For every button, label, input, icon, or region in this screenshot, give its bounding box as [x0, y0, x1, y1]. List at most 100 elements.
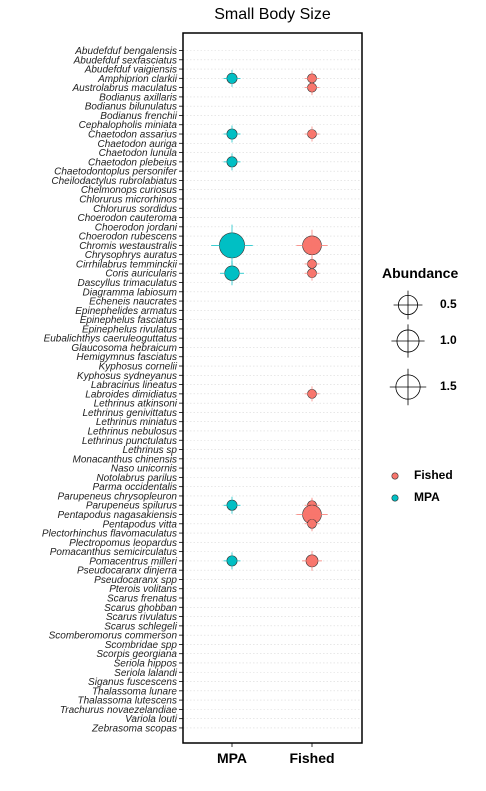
- ytick-label-cirrhilabrus-temminckii: Cirrhilabrus temminckii: [76, 259, 178, 270]
- ytick-label-abudefduf-sexfasciatus: Abudefduf sexfasciatus: [73, 55, 177, 66]
- size-legend-label-0: 0.5: [440, 297, 457, 311]
- ytick-label-scarus-schlegeli: Scarus schlegeli: [104, 621, 178, 632]
- ytick-label-choerodon-jordani: Choerodon jordani: [95, 222, 178, 233]
- ytick-label-echeneis-naucrates: Echeneis naucrates: [89, 297, 177, 308]
- size-legend-title: Abundance: [382, 265, 459, 281]
- point-fished-coris-auricularis: [304, 265, 320, 281]
- ytick-label-scomberomorus-commerson: Scomberomorus commerson: [49, 631, 178, 642]
- color-legend: [391, 472, 399, 502]
- point-fished-austrolabrus-maculatus: [304, 80, 320, 96]
- ytick-label-zebrasoma-scopas: Zebrasoma scopas: [91, 723, 177, 734]
- size-legend: [389, 290, 427, 406]
- ytick-label-trachurus-novaezelandiae: Trachurus novaezelandiae: [60, 705, 178, 716]
- ytick-label-seriola-hippos: Seriola hippos: [114, 658, 177, 669]
- ytick-label-choerodon-rubescens: Choerodon rubescens: [79, 232, 177, 243]
- marks-layer: [211, 69, 328, 571]
- ytick-label-chlorurus-microrhinos: Chlorurus microrhinos: [79, 194, 177, 205]
- point-fished-amphiprion-clarkii: [304, 70, 320, 86]
- ytick-label-amphiprion-clarkii: Amphiprion clarkii: [97, 74, 178, 85]
- point-fished-pentapodus-nagasakiensis: [296, 498, 328, 531]
- ytick-label-thalassoma-lunare: Thalassoma lunare: [92, 686, 177, 697]
- point-mpa-amphiprion-clarkii: [223, 69, 241, 87]
- ytick-label-plectropomus-leopardus: Plectropomus leopardus: [69, 538, 177, 549]
- ytick-label-epinephelus-fasciatus: Epinephelus fasciatus: [80, 315, 177, 326]
- ytick-label-hemigymnus-fasciatus: Hemigymnus fasciatus: [76, 352, 177, 363]
- ytick-label-pentapodus-vitta: Pentapodus vitta: [103, 519, 178, 530]
- ytick-label-scombridae-spp: Scombridae spp: [105, 640, 178, 651]
- ytick-label-lethrinus-nebulosus: Lethrinus nebulosus: [87, 426, 177, 437]
- ytick-label-scarus-ghobban: Scarus ghobban: [104, 603, 177, 614]
- ytick-label-chaetodon-assarius: Chaetodon assarius: [88, 130, 177, 141]
- color-legend-key-fished: [391, 472, 399, 480]
- ytick-label-chrysophrys-auratus: Chrysophrys auratus: [85, 250, 177, 261]
- panel-border: [182, 32, 363, 744]
- ytick-label-scarus-rivulatus: Scarus rivulatus: [106, 612, 177, 623]
- size-legend-label-1: 1.0: [440, 333, 457, 347]
- point-mpa-chromis-westaustralis: [211, 224, 253, 267]
- ytick-label-seriola-lalandi: Seriola lalandi: [114, 668, 178, 679]
- ytick-label-kyphosus-sydneyanus: Kyphosus sydneyanus: [77, 371, 177, 382]
- grid-layer: [183, 50, 362, 729]
- color-legend-label-fished: Fished: [414, 468, 453, 482]
- ytick-label-pentapodus-nagasakiensis: Pentapodus nagasakiensis: [57, 510, 177, 521]
- ytick-label-pseudocaranx-spp: Pseudocaranx spp: [94, 575, 177, 586]
- xtick-label-fished: Fished: [289, 750, 334, 766]
- ytick-label-pomacentrus-milleri: Pomacentrus milleri: [89, 556, 178, 567]
- ytick-label-scarus-frenatus: Scarus frenatus: [107, 594, 177, 605]
- size-legend-key-0: [393, 290, 423, 320]
- ytick-label-bodianus-axillaris: Bodianus axillaris: [99, 92, 177, 103]
- size-legend-label-2: 1.5: [440, 379, 457, 393]
- color-legend-key-mpa: [391, 494, 399, 502]
- point-fished-chaetodon-assarius: [304, 126, 320, 142]
- ytick-label-coris-auricularis: Coris auricularis: [105, 269, 177, 280]
- ytick-label-bodianus-bilunulatus: Bodianus bilunulatus: [85, 102, 177, 113]
- ytick-label-chaetodon-auriga: Chaetodon auriga: [97, 139, 177, 150]
- ytick-label-pseudocaranx-dinjerra: Pseudocaranx dinjerra: [77, 566, 177, 577]
- ytick-label-austrolabrus-maculatus: Austrolabrus maculatus: [72, 83, 178, 94]
- point-mpa-chaetodon-assarius: [223, 125, 241, 143]
- ytick-label-parma-occidentalis: Parma occidentalis: [93, 482, 177, 493]
- ytick-label-lethrinus-sp: Lethrinus sp: [123, 445, 178, 456]
- ytick-label-chromis-westaustralis: Chromis westaustralis: [79, 241, 177, 252]
- ytick-label-lethrinus-punctulatus: Lethrinus punctulatus: [82, 436, 177, 447]
- xtick-label-mpa: MPA: [217, 750, 247, 766]
- ytick-label-variola-louti: Variola louti: [125, 714, 178, 725]
- ytick-label-cheilodactylus-rubrolabiatus: Cheilodactylus rubrolabiatus: [51, 176, 177, 187]
- ytick-label-dascyllus-trimaculatus: Dascyllus trimaculatus: [78, 278, 177, 289]
- ytick-label-pterois-volitans: Pterois volitans: [109, 584, 177, 595]
- ytick-label-labroides-dimidiatus: Labroides dimidiatus: [85, 389, 177, 400]
- point-fished-pomacentrus-milleri: [302, 550, 322, 571]
- ytick-label-epinephelus-rivulatus: Epinephelus rivulatus: [82, 324, 177, 335]
- size-legend-key-2: [389, 368, 427, 406]
- ytick-label-notolabrus-parilus: Notolabrus parilus: [96, 473, 177, 484]
- ytick-label-lethrinus-genivittatus: Lethrinus genivittatus: [82, 408, 177, 419]
- ytick-label-scorpis-georgiana: Scorpis georgiana: [96, 649, 177, 660]
- ytick-label-chaetodontoplus-personifer: Chaetodontoplus personifer: [54, 167, 178, 178]
- point-mpa-coris-auricularis: [219, 261, 245, 286]
- point-fished-pentapodus-vitta: [304, 516, 320, 532]
- ytick-label-eubalichthys-caeruleoguttatus: Eubalichthys caeruleoguttatus: [44, 334, 177, 345]
- ytick-label-monacanthus-chinensis: Monacanthus chinensis: [72, 454, 177, 465]
- point-fished-chromis-westaustralis: [296, 229, 328, 261]
- ytick-label-lethrinus-atkinsoni: Lethrinus atkinsoni: [94, 399, 178, 410]
- ytick-label-thalassoma-lutescens: Thalassoma lutescens: [78, 696, 178, 707]
- ytick-label-siganus-fuscescens: Siganus fuscescens: [88, 677, 177, 688]
- ytick-label-kyphosus-cornelii: Kyphosus cornelii: [99, 362, 178, 373]
- ytick-label-glaucosoma-hebraicum: Glaucosoma hebraicum: [71, 343, 177, 354]
- chart-title: Small Body Size: [214, 6, 331, 23]
- ytick-label-chlorurus-sordidus: Chlorurus sordidus: [93, 204, 177, 215]
- ytick-label-chaetodon-plebeius: Chaetodon plebeius: [88, 157, 177, 168]
- ytick-label-chelmonops-curiosus: Chelmonops curiosus: [81, 185, 177, 196]
- ytick-label-choerodon-cauteroma: Choerodon cauteroma: [77, 213, 177, 224]
- ytick-label-diagramma-labiosum: Diagramma labiosum: [83, 287, 177, 298]
- ytick-label-abudefduf-bengalensis: Abudefduf bengalensis: [74, 46, 177, 57]
- ytick-label-pomacanthus-semicirculatus: Pomacanthus semicirculatus: [50, 547, 177, 558]
- ytick-label-parupeneus-chrysopleuron: Parupeneus chrysopleuron: [57, 491, 177, 502]
- point-fished-labroides-dimidiatus: [304, 386, 320, 402]
- ytick-label-abudefduf-vaigiensis: Abudefduf vaigiensis: [84, 65, 177, 76]
- ytick-label-epinephelides-armatus: Epinephelides armatus: [75, 306, 177, 317]
- ytick-label-labracinus-lineatus: Labracinus lineatus: [91, 380, 177, 391]
- ytick-label-cephalopholis-miniata: Cephalopholis miniata: [79, 120, 178, 131]
- color-legend-label-mpa: MPA: [414, 490, 440, 504]
